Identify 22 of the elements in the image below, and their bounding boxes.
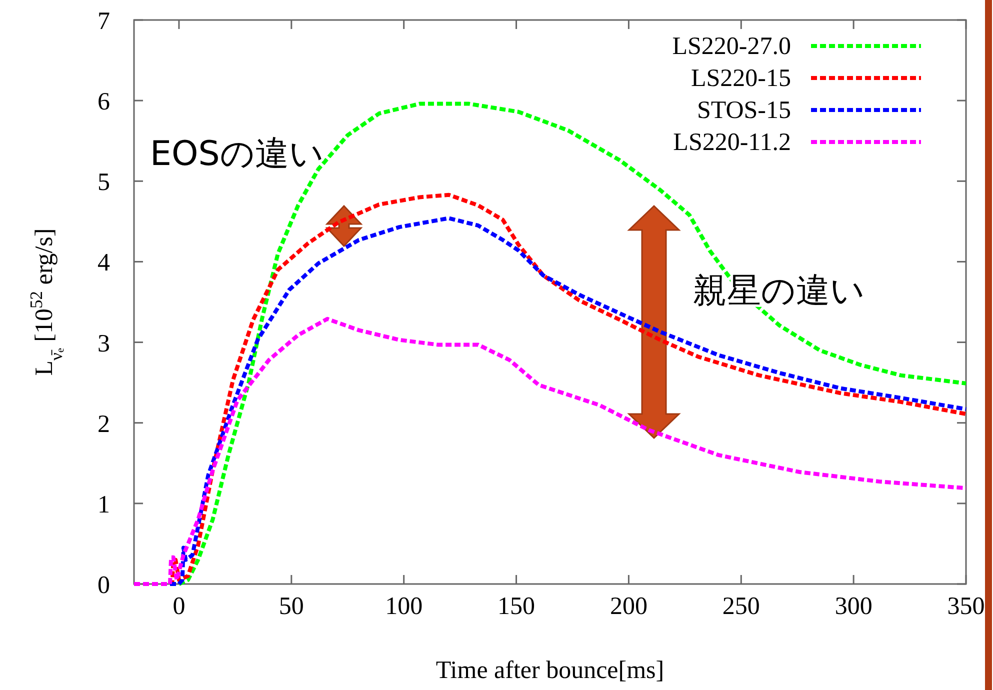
legend-label: LS220-11.2: [673, 129, 791, 156]
y-tick-label: 5: [98, 169, 110, 196]
x-tick-label: 350: [947, 593, 985, 620]
annotation: EOSの違い: [150, 134, 324, 174]
y-tick-label: 7: [98, 8, 110, 35]
x-tick-label: 250: [722, 593, 760, 620]
legend-label: LS220-15: [691, 65, 791, 92]
x-tick-label: 50: [278, 593, 304, 620]
y-tick-label: 4: [98, 250, 110, 277]
y-tick-label: 6: [98, 88, 110, 116]
x-tick-label: 300: [834, 593, 872, 620]
y-tick-label: 3: [98, 330, 110, 358]
x-axis-title: Time after bounce[ms]: [436, 657, 664, 684]
x-tick-label: 150: [498, 593, 536, 620]
legend-label: STOS-15: [696, 97, 791, 124]
x-tick-label: 200: [610, 593, 648, 620]
x-tick-label: 100: [385, 593, 423, 620]
y-tick-label: 1: [98, 491, 110, 518]
y-tick-label: 0: [98, 572, 110, 599]
x-tick-label: 0: [172, 593, 186, 620]
legend-label: LS220-27.0: [672, 33, 791, 60]
y-tick-label: 2: [98, 410, 110, 438]
